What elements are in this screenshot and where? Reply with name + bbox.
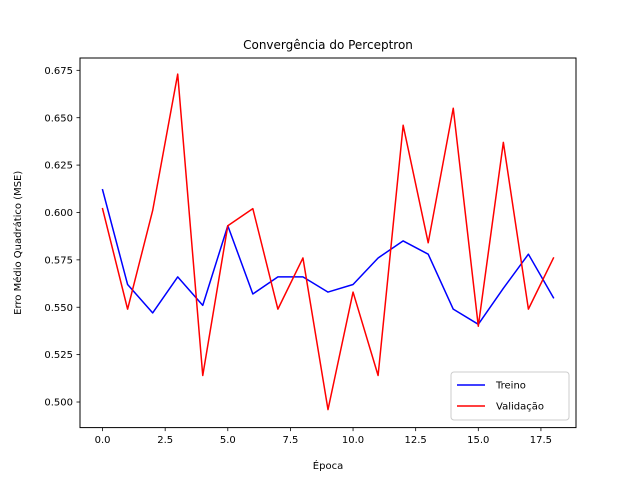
series-line-validacao — [101, 73, 555, 411]
y-tick-label: 0.550 — [44, 303, 73, 314]
series-lines — [101, 73, 555, 411]
y-tick-label: 0.575 — [44, 255, 73, 266]
legend: Treino Validação — [450, 371, 570, 421]
x-tick-label: 10.0 — [342, 435, 364, 446]
x-tick-label: 0.0 — [95, 435, 111, 446]
x-tick-label: 2.5 — [157, 435, 173, 446]
legend-box — [450, 371, 570, 421]
x-tick-label: 7.5 — [282, 435, 298, 446]
legend-label: Validação — [496, 402, 544, 413]
x-axis-title: Época — [313, 459, 343, 472]
y-tick-label: 0.600 — [44, 208, 73, 219]
x-tick-label: 17.5 — [530, 435, 552, 446]
x-tick-label: 15.0 — [467, 435, 489, 446]
y-tick-label: 0.500 — [44, 398, 73, 409]
x-tick-label: 5.0 — [220, 435, 236, 446]
x-axis-ticks: 0.0 2.5 5.0 7.5 10.0 12.5 15.0 17.5 — [95, 427, 552, 446]
chart-title: Convergência do Perceptron — [243, 38, 413, 52]
x-tick-label: 12.5 — [405, 435, 427, 446]
y-tick-label: 0.525 — [44, 350, 73, 361]
y-tick-label: 0.675 — [44, 66, 73, 77]
y-tick-label: 0.625 — [44, 161, 73, 172]
y-tick-label: 0.650 — [44, 113, 73, 124]
y-axis-ticks: 0.500 0.525 0.550 0.575 0.600 0.625 0.650 0.675 — [44, 66, 80, 409]
y-axis-title: Erro Médio Quadrático (MSE) — [12, 171, 24, 315]
plot-frame — [79, 57, 577, 429]
legend-label: Treino — [495, 381, 526, 392]
